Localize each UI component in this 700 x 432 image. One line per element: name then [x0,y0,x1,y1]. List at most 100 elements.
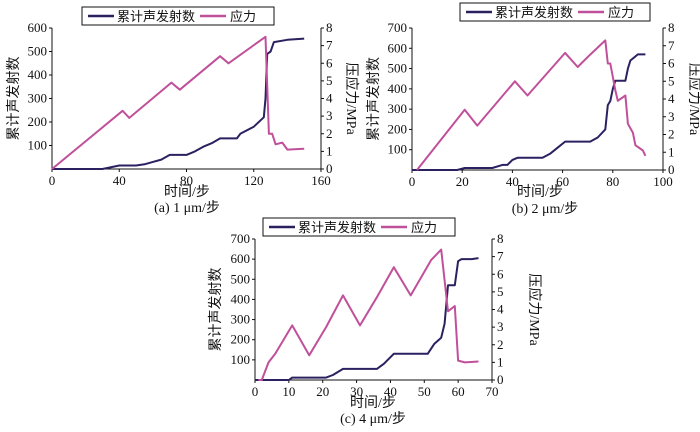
y2-tick-label: 7 [668,38,675,53]
legend: 累计声发射数 应力 [262,217,456,237]
y2-tick-label: 8 [497,231,504,246]
y2-tick-label: 0 [497,372,504,387]
y2-tick-label: 5 [497,284,504,299]
y2-axis-label: 压应力/MPa [686,63,700,136]
y2-tick-label: 7 [326,38,333,53]
y2-tick-label: 8 [668,20,675,35]
y2-tick-label: 6 [668,56,675,71]
legend-label-ae: 累计声发射数 [495,5,573,20]
ae-count-line [52,37,305,170]
legend-label-stress: 应力 [411,220,437,235]
y-tick-label: 600 [231,251,251,266]
legend-label-stress: 应力 [608,5,634,20]
y-tick-label: 600 [28,20,48,35]
x-tick-label: 80 [606,174,619,189]
y2-tick-label: 5 [668,73,675,88]
x-tick-label: 0 [252,384,259,399]
y2-tick-label: 4 [326,91,333,106]
y-tick-label: 700 [388,20,408,35]
x-tick-label: 10 [282,384,295,399]
subplot-caption: (c) 4 μm/步 [340,411,406,427]
y2-axis-label: 压应力/MPa [526,273,543,346]
y2-tick-label: 2 [326,126,333,141]
y2-tick-label: 2 [497,337,504,352]
x-axis-label: 时间/步 [164,184,210,200]
y-tick-label: 400 [28,67,48,82]
x-tick-label: 80 [180,173,193,188]
y-tick-label: 500 [388,61,408,76]
y-tick-label: 100 [28,138,48,153]
x-tick-label: 20 [456,174,469,189]
x-tick-label: 0 [49,173,56,188]
y-axis-label: 累计声发射数 [208,268,224,352]
chart-b: 0 20 40 60 80 100 100 200 300 400 500 600 700 0 1 2 3 4 5 6… [366,2,700,217]
y2-tick-label: 4 [668,91,675,106]
y-tick-label: 100 [388,142,408,157]
x-axis-label: 时间/步 [517,184,563,200]
legend-box [81,6,275,26]
chart-a: 0 40 80 120 160 100 200 300 400 500 600 0 1 2 3 4 5 6 7 8 时间… [6,6,360,216]
x-tick-label: 40 [506,174,519,189]
y-tick-label: 400 [231,291,251,306]
legend-box [262,217,456,237]
legend-label-ae: 累计声发射数 [117,9,195,24]
y-tick-label: 200 [388,121,408,136]
y2-tick-label: 3 [497,319,504,334]
ae-count-line [412,53,646,171]
y2-tick-label: 3 [326,108,333,123]
y-tick-label: 300 [388,101,408,116]
y-axis-label: 累计声发射数 [366,57,382,141]
legend: 累计声发射数 应力 [459,2,651,22]
x-tick-label: 20 [316,384,329,399]
legend-label-stress: 应力 [230,9,256,24]
y-tick-label: 400 [388,81,408,96]
stress-line [258,248,479,381]
y2-tick-label: 3 [668,109,675,124]
y-tick-label: 300 [231,312,251,327]
legend: 累计声发射数 应力 [81,6,275,26]
x-tick-label: 30 [350,384,363,399]
y2-tick-label: 2 [668,127,675,142]
x-tick-label: 60 [452,384,465,399]
y-tick-label: 500 [28,44,48,59]
y-axis-label: 累计声发射数 [6,57,22,141]
x-tick-label: 40 [113,173,126,188]
y2-tick-label: 1 [326,143,333,158]
y2-tick-label: 8 [326,20,333,35]
stress-line [51,35,305,170]
x-axis-label: 时间/步 [350,395,396,411]
y2-tick-label: 6 [326,55,333,70]
y-tick-label: 200 [28,114,48,129]
y2-tick-label: 7 [497,249,504,264]
y2-axis-label: 压应力/MPa [343,62,360,135]
y-tick-label: 700 [231,231,251,246]
legend-label-ae: 累计声发射数 [298,220,376,235]
stress-line [416,39,647,171]
y2-tick-label: 5 [326,73,333,88]
x-tick-label: 70 [486,384,499,399]
y-tick-label: 300 [28,91,48,106]
legend-box [459,2,651,22]
x-tick-label: 0 [409,174,416,189]
x-tick-label: 100 [653,174,673,189]
subplot-caption: (b) 2 μm/步 [512,201,579,217]
y2-tick-label: 0 [668,162,675,177]
y-tick-label: 200 [231,332,251,347]
y2-tick-label: 0 [326,161,333,176]
x-tick-label: 120 [244,173,264,188]
x-tick-label: 160 [311,173,331,188]
y2-tick-label: 1 [668,144,675,159]
x-tick-label: 50 [418,384,431,399]
x-tick-label: 40 [384,384,397,399]
y2-tick-label: 1 [497,354,504,369]
x-tick-label: 60 [556,174,569,189]
y2-tick-label: 4 [497,302,504,317]
subplot-caption: (a) 1 μm/步 [154,200,220,216]
y-tick-label: 600 [388,40,408,55]
ae-count-line [255,257,479,381]
y2-tick-label: 6 [497,266,504,281]
y-tick-label: 100 [231,352,251,367]
chart-c: 0 10 20 30 40 50 60 70 100 200 300 400 500 600 700 0 1 2 3… [208,217,543,427]
y-tick-label: 500 [231,271,251,286]
